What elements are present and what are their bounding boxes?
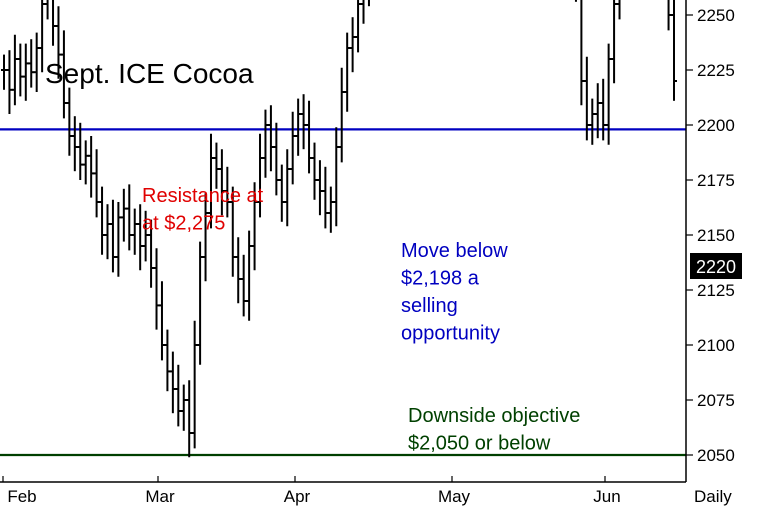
x-tick-label: Jun xyxy=(593,487,620,506)
last-price-box xyxy=(690,253,742,279)
price-bars xyxy=(1,0,677,458)
y-tick-label: 2175 xyxy=(697,171,735,190)
price-bar xyxy=(671,0,677,101)
price-bar xyxy=(71,116,78,172)
price-bar xyxy=(126,184,133,251)
annotations: Resistance at at $2,275 Move below $2,198 a… xyxy=(142,185,580,455)
price-bar xyxy=(344,32,351,112)
x-axis-ticks: Feb Mar Apr May Jun xyxy=(2,476,621,506)
price-bar xyxy=(367,0,370,7)
annotation-line: Downside objective xyxy=(408,405,580,427)
annotation-line: selling xyxy=(401,295,458,317)
price-bar xyxy=(197,241,204,365)
price-bar xyxy=(153,248,160,330)
price-bar xyxy=(311,142,318,200)
price-bar xyxy=(300,94,307,150)
price-bar xyxy=(240,254,247,317)
y-tick-label: 2100 xyxy=(697,336,735,355)
price-bar xyxy=(11,34,18,106)
selling-annotation: Move below $2,198 a selling opportunity xyxy=(401,240,508,345)
price-bar xyxy=(580,0,585,106)
resistance-annotation: Resistance at at $2,275 xyxy=(142,185,264,235)
price-bar xyxy=(327,186,334,233)
annotation-line: $2,198 a xyxy=(401,268,480,290)
price-bar xyxy=(355,0,362,53)
price-bar xyxy=(109,199,116,273)
price-bar xyxy=(175,364,182,427)
x-tick-label: Apr xyxy=(284,487,311,506)
price-bar xyxy=(158,281,165,361)
price-bar xyxy=(284,149,291,227)
objective-annotation: Downside objective $2,050 or below xyxy=(408,405,580,455)
price-bar xyxy=(295,98,302,156)
price-bar xyxy=(338,67,345,163)
price-bar xyxy=(33,32,40,92)
price-bar xyxy=(82,140,89,185)
price-bar xyxy=(88,136,95,198)
price-bar xyxy=(1,54,7,90)
price-bar xyxy=(180,384,187,431)
chart-title: Sept. ICE Cocoa xyxy=(45,58,254,89)
period-label: Daily xyxy=(694,487,732,506)
horizontal-levels xyxy=(0,128,686,457)
price-bar xyxy=(349,17,356,73)
annotation-line: at $2,275 xyxy=(142,213,225,235)
price-bar xyxy=(262,109,269,178)
price-bar xyxy=(278,164,285,222)
price-bar xyxy=(583,56,590,141)
price-bar xyxy=(267,105,274,172)
price-bar xyxy=(289,111,296,185)
price-bar xyxy=(77,122,84,180)
price-bar xyxy=(333,127,340,227)
price-bar xyxy=(52,0,57,46)
x-tick-label: May xyxy=(438,487,471,506)
y-tick-label: 2075 xyxy=(697,391,735,410)
price-bar xyxy=(611,0,618,84)
price-bar xyxy=(131,208,138,255)
y-tick-label: 2250 xyxy=(697,6,735,25)
price-bar xyxy=(273,122,280,196)
price-bar xyxy=(115,202,122,277)
annotation-line: Move below xyxy=(401,240,508,262)
x-tick-label: Mar xyxy=(145,487,175,506)
y-tick-label: 2125 xyxy=(697,281,735,300)
annotation-line: $2,050 or below xyxy=(408,433,551,455)
price-bar xyxy=(22,43,29,101)
price-bar xyxy=(360,0,365,24)
y-axis-ticks: 2050207521002125215021752200222522502275… xyxy=(686,6,735,465)
y-tick-label: 2150 xyxy=(697,226,735,245)
price-bar xyxy=(93,149,100,218)
y-tick-label: 2200 xyxy=(697,116,735,135)
price-bar xyxy=(66,87,73,156)
price-bar xyxy=(104,204,111,260)
price-bar xyxy=(246,230,253,321)
price-bar xyxy=(322,166,329,229)
price-bar xyxy=(169,351,176,414)
price-bar xyxy=(6,50,13,114)
price-bar xyxy=(120,188,127,242)
price-bar xyxy=(213,142,220,189)
price-bar xyxy=(191,320,198,449)
y-tick-label: 2050 xyxy=(697,446,735,465)
price-bar xyxy=(306,100,313,174)
price-bar xyxy=(28,39,35,88)
price-bar xyxy=(600,78,607,141)
y-tick-label: 2225 xyxy=(697,61,735,80)
x-tick-label: Feb xyxy=(7,487,36,506)
price-bar xyxy=(186,380,193,458)
price-bar xyxy=(574,0,577,2)
annotation-line: Resistance at xyxy=(142,185,264,207)
price-bar xyxy=(235,237,242,304)
last-price-label: 2220 xyxy=(696,257,736,277)
price-bar xyxy=(164,329,171,392)
price-bar xyxy=(44,0,49,20)
price-bar xyxy=(17,43,24,97)
price-bar xyxy=(667,0,672,31)
annotation-line: opportunity xyxy=(401,323,500,345)
price-bar xyxy=(99,186,106,255)
price-bar xyxy=(316,160,323,216)
price-bar xyxy=(589,98,596,145)
price-bar xyxy=(616,0,621,20)
